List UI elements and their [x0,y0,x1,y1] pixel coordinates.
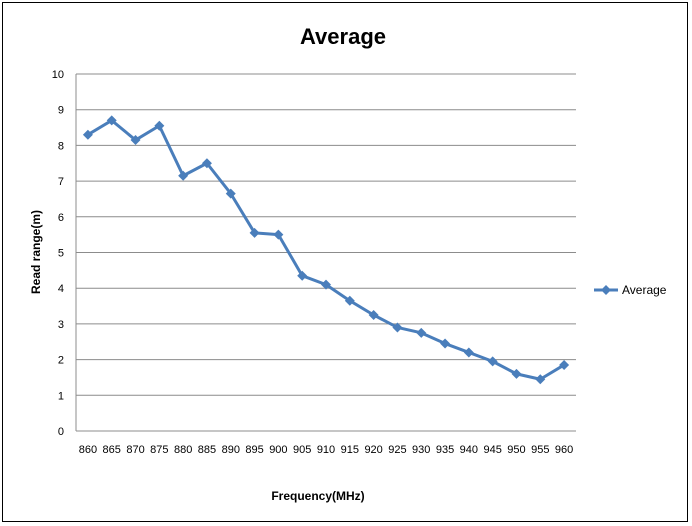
y-tick-label: 10 [52,69,64,81]
x-tick-label: 955 [531,444,549,456]
y-tick-label: 9 [58,105,64,117]
y-tick-label: 1 [58,390,64,402]
data-point [154,120,165,131]
y-tick-label: 6 [58,212,64,224]
y-axis-ticks: 0 1 2 3 4 5 6 7 8 9 10 [52,69,64,438]
data-point [368,309,379,320]
y-tick-label: 7 [58,176,64,188]
y-tick-label: 3 [58,319,64,331]
data-point [511,368,522,379]
data-point [535,374,546,385]
y-tick-label: 8 [58,140,64,152]
x-tick-label: 905 [293,444,311,456]
x-tick-label: 945 [483,444,501,456]
data-point [416,327,427,338]
data-point [106,115,117,126]
legend-label: Average [622,283,667,297]
x-tick-label: 950 [507,444,525,456]
legend: Average [594,283,667,297]
data-point [487,356,498,367]
y-tick-label: 4 [58,283,64,295]
data-point [297,270,308,281]
data-point [225,188,236,199]
data-point [178,170,189,181]
x-tick-label: 875 [150,444,168,456]
data-point [559,359,570,370]
x-tick-label: 895 [245,444,263,456]
data-point [344,295,355,306]
x-tick-label: 865 [103,444,121,456]
gridlines [75,73,576,432]
x-tick-label: 940 [460,444,478,456]
y-axis-label: Read range(m) [29,210,43,294]
x-tick-label: 930 [412,444,430,456]
x-axis-ticks: 860 865 870 875 880 885 890 895 900 905 910 915 920 9… [79,444,574,456]
chart-title: Average [300,24,386,49]
data-point [463,347,474,358]
x-tick-label: 880 [174,444,192,456]
x-axis-label: Frequency(MHz) [271,489,364,503]
x-tick-label: 935 [436,444,454,456]
x-tick-label: 860 [79,444,97,456]
data-point [273,229,284,240]
y-tick-label: 0 [58,426,64,438]
data-point [321,279,331,290]
data-point [392,322,403,333]
data-point [249,227,260,238]
data-point [440,338,451,349]
x-tick-label: 920 [364,444,382,456]
x-tick-label: 900 [269,444,287,456]
legend-marker [601,285,611,295]
x-tick-label: 910 [317,444,335,456]
data-point [201,158,212,169]
y-tick-label: 2 [58,355,64,367]
y-tick-label: 5 [58,248,64,260]
x-tick-label: 925 [388,444,406,456]
x-tick-label: 890 [222,444,240,456]
x-tick-label: 885 [198,444,216,456]
series-layer [82,115,570,385]
data-point [82,129,93,140]
x-tick-label: 915 [341,444,359,456]
x-tick-label: 870 [126,444,144,456]
data-point [130,135,141,146]
x-tick-label: 960 [555,444,573,456]
series-line [87,118,565,381]
